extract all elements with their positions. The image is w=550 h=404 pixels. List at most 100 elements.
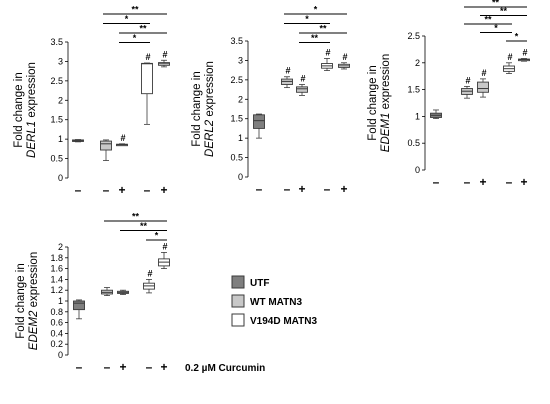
treatment-mark: – xyxy=(506,175,513,189)
significance-bracket: * xyxy=(103,14,150,24)
bracket-label: * xyxy=(133,33,137,43)
y-tick-label: 1 xyxy=(58,134,63,144)
treatment-mark: – xyxy=(75,183,82,197)
significance-hash: # xyxy=(522,48,527,58)
y-tick-label: 1.4 xyxy=(50,274,63,284)
significance-hash: # xyxy=(162,49,167,59)
y-tick-label: 0 xyxy=(58,173,63,183)
y-tick-label: 2 xyxy=(415,58,420,68)
bracket-label: ** xyxy=(131,5,139,15)
bracket-label: * xyxy=(494,23,498,33)
box-body xyxy=(141,62,153,95)
significance-bracket: ** xyxy=(119,24,167,34)
treatment-mark: + xyxy=(119,360,126,374)
bracket-label: ** xyxy=(311,33,319,43)
y-axis-label-line1: Fold change in xyxy=(367,65,379,140)
treatment-mark: + xyxy=(160,183,167,197)
treatment-mark: – xyxy=(146,360,153,374)
box-3: #+ xyxy=(116,133,128,197)
y-axis-label: Fold change inEDEM2 expression xyxy=(15,252,40,350)
gene-name: DERL1 xyxy=(26,121,38,158)
significance-hash: # xyxy=(300,74,305,84)
legend-item-v194d: V194D MATN3 xyxy=(231,313,317,327)
significance-bracket: * xyxy=(480,23,512,33)
treatment-mark: – xyxy=(103,183,110,197)
box-1: – xyxy=(72,139,84,197)
significance-hash: # xyxy=(162,241,167,251)
y-axis-label-line2: DERL2 expression xyxy=(204,61,216,157)
y-axis-label: Fold change inDERL1 expression xyxy=(13,62,38,158)
box-1: – xyxy=(430,109,442,189)
box-3: #+ xyxy=(296,74,308,196)
y-tick-label: 2.5 xyxy=(407,31,420,41)
legend-swatch-v194d xyxy=(231,313,245,327)
y-tick-label: 1.6 xyxy=(50,264,63,274)
chart-panel-derl2: 0 0.5 1 1.5 2 2.5 3 3.5 Fold change inDERL2 expr… xyxy=(191,5,350,196)
bracket-label: * xyxy=(305,14,309,24)
box-5: #+ xyxy=(338,52,350,196)
treatment-mark: – xyxy=(464,175,471,189)
treatment-mark: – xyxy=(324,182,331,196)
treatment-mark: + xyxy=(160,360,167,374)
significance-bracket: * xyxy=(506,32,527,42)
bracket-label: * xyxy=(515,32,519,42)
bracket-label: ** xyxy=(132,212,140,222)
box-2: – xyxy=(100,139,112,197)
y-tick-label: 2 xyxy=(238,94,243,104)
bracket-label: ** xyxy=(319,24,327,34)
y-tick-label: 1.5 xyxy=(50,115,63,125)
legend-swatch-wt xyxy=(231,294,245,308)
bracket-label: ** xyxy=(484,15,492,25)
box-body xyxy=(73,300,85,311)
box-3: + xyxy=(117,289,129,374)
box-body xyxy=(253,114,265,129)
legend-item-utf: UTF xyxy=(231,275,269,289)
y-tick-label: 2.5 xyxy=(230,75,243,85)
box-5: #+ xyxy=(518,48,530,189)
box-body xyxy=(100,140,112,151)
significance-bracket: * xyxy=(119,33,150,43)
y-axis-label: Fold change inDERL2 expression xyxy=(191,61,216,157)
y-axis-label-line2: EDEM1 expression xyxy=(380,54,392,152)
y-tick-label: 3.5 xyxy=(230,36,243,46)
box-1: – xyxy=(73,299,85,374)
gene-name: EDEM1 xyxy=(380,113,392,153)
treatment-mark: – xyxy=(76,360,83,374)
gene-name: DERL2 xyxy=(204,119,216,157)
chart-panel-edem1: 0 0.5 1 1.5 2 2.5 Fold change inEDEM1 expressi… xyxy=(367,0,530,189)
box-body xyxy=(296,86,308,93)
significance-hash: # xyxy=(325,47,330,57)
significance-bracket: ** xyxy=(464,0,527,8)
bracket-label: ** xyxy=(140,221,148,231)
box-3: #+ xyxy=(477,68,489,189)
box-4: #– xyxy=(321,47,333,196)
y-tick-label: 0.4 xyxy=(50,328,63,338)
y-tick-label: 0.5 xyxy=(50,154,63,164)
treatment-mark: – xyxy=(284,182,291,196)
treatment-mark: + xyxy=(340,182,347,196)
y-tick-label: 1 xyxy=(238,133,243,143)
y-tick-label: 2.5 xyxy=(50,76,63,86)
chart-panel-edem2: 00.20.40.60.811.21.41.61.82 Fold change i… xyxy=(15,212,170,374)
y-axis-label-line1: Fold change in xyxy=(15,263,27,338)
significance-bracket: ** xyxy=(299,33,330,43)
y-tick-label: 0 xyxy=(58,350,63,360)
bracket-label: * xyxy=(155,231,159,241)
y-tick-label: 0.8 xyxy=(50,307,63,317)
treatment-mark: – xyxy=(433,175,440,189)
box-1: – xyxy=(253,113,265,196)
significance-hash: # xyxy=(507,52,512,62)
y-axis-label-line2: DERL1 expression xyxy=(26,62,38,158)
y-tick-label: 3 xyxy=(238,55,243,65)
box-2: #– xyxy=(461,75,473,189)
significance-hash: # xyxy=(342,52,347,62)
bracket-label: * xyxy=(314,5,318,15)
y-axis-label: Fold change inEDEM1 expression xyxy=(367,54,392,152)
y-tick-label: 1 xyxy=(415,111,420,121)
significance-bracket: * xyxy=(284,5,347,15)
legend-item-wt: WT MATN3 xyxy=(231,294,302,308)
y-tick-label: 3 xyxy=(58,56,63,66)
significance-hash: # xyxy=(145,52,150,62)
legend: UTF WT MATN3 V194D MATN3 xyxy=(231,275,317,327)
